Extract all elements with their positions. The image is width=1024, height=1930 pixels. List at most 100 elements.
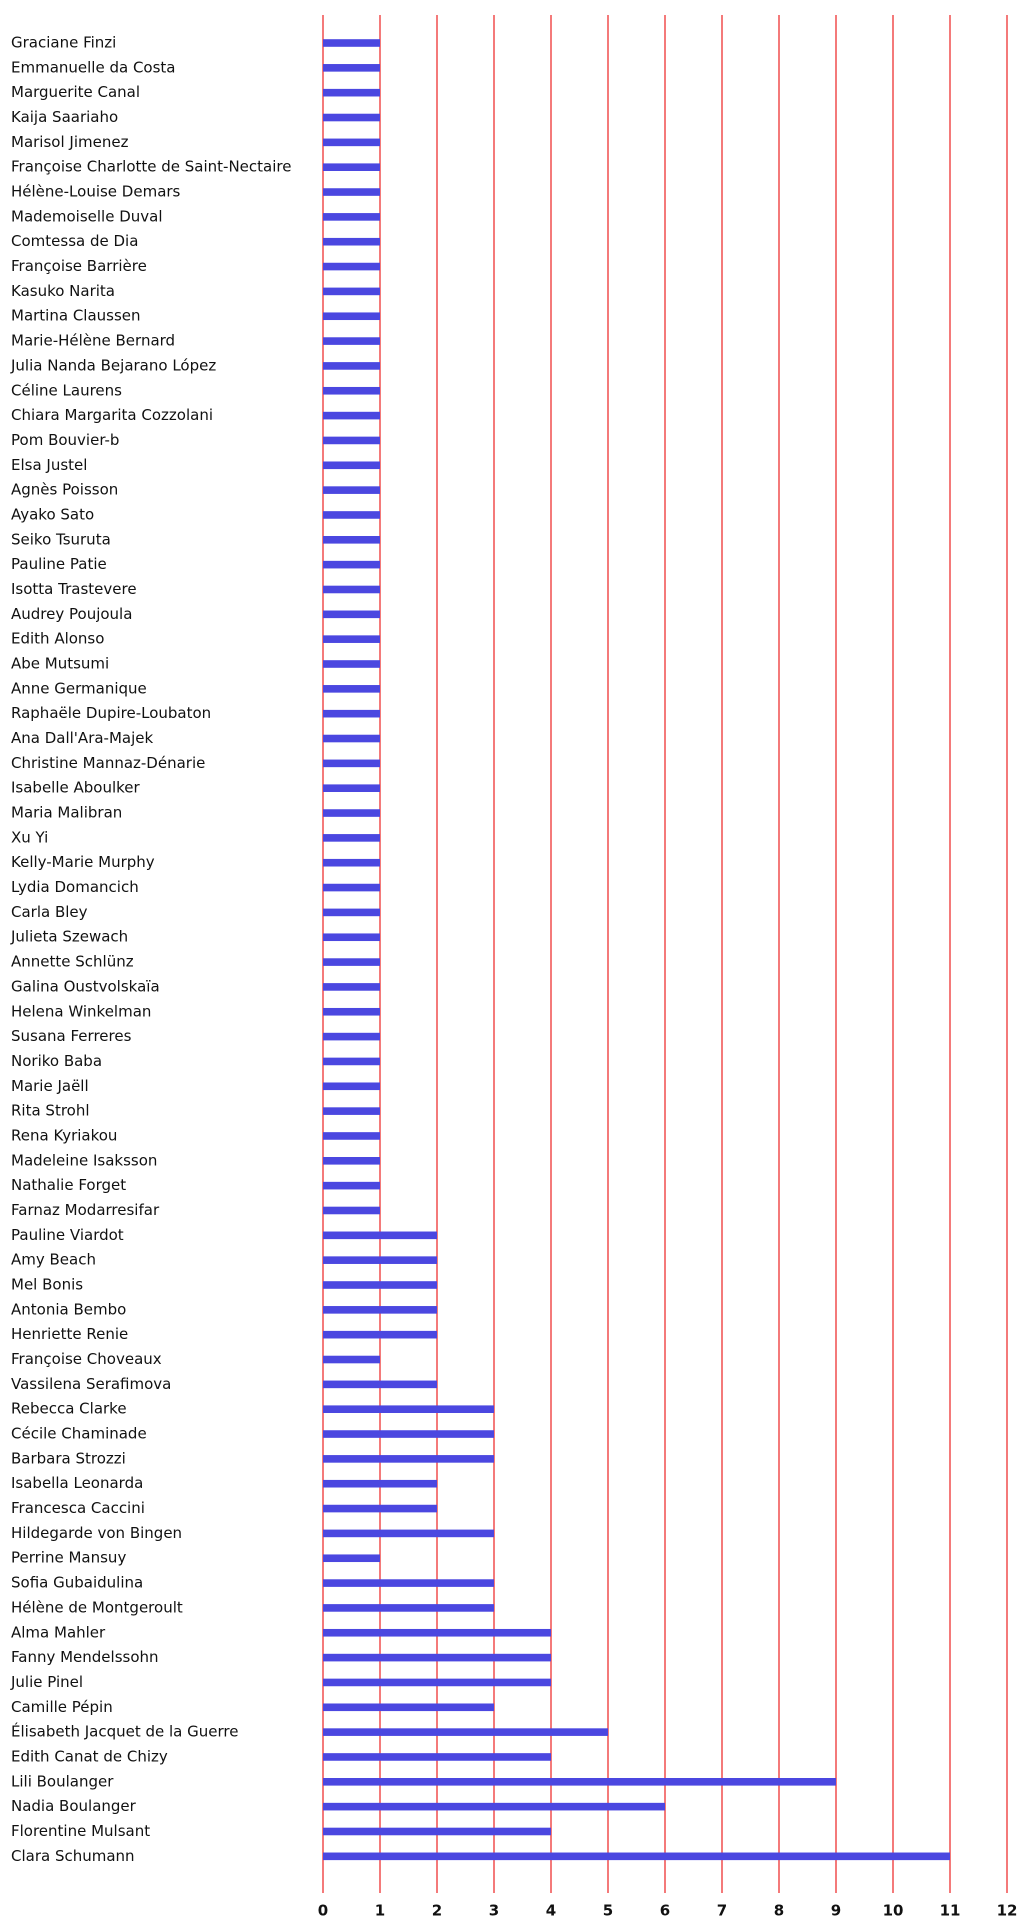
- bar: [323, 1579, 494, 1587]
- bar: [323, 1678, 551, 1687]
- category-label: Seiko Tsuruta: [11, 530, 111, 548]
- bar: [323, 709, 380, 718]
- category-label: Sofia Gubaidulina: [11, 1574, 143, 1592]
- bar: [323, 1206, 380, 1215]
- bar: [323, 163, 380, 171]
- bar: [323, 1057, 380, 1066]
- x-tick-label: 9: [831, 1902, 841, 1920]
- x-tick-label: 1: [375, 1902, 385, 1920]
- category-label: Kaija Saariaho: [11, 108, 118, 126]
- bar: [323, 610, 380, 619]
- bar: [323, 213, 380, 221]
- bar: [323, 436, 380, 445]
- category-label: Helena Winkelman: [11, 1002, 151, 1020]
- bar: [323, 759, 380, 768]
- category-label: Ayako Sato: [11, 505, 94, 523]
- x-tick-label: 10: [883, 1902, 904, 1920]
- category-label: Susana Ferreres: [11, 1027, 132, 1045]
- category-label: Hélène de Montgeroult: [11, 1598, 183, 1616]
- category-label: Marie-Hélène Bernard: [11, 332, 175, 350]
- category-label: Amy Beach: [11, 1251, 96, 1269]
- bar: [323, 1256, 437, 1264]
- category-label: Fanny Mendelssohn: [11, 1648, 159, 1666]
- category-label: Rena Kyriakou: [11, 1126, 117, 1144]
- category-label: Mel Bonis: [11, 1276, 83, 1294]
- bar: [323, 1380, 437, 1389]
- category-label: Kasuko Narita: [11, 282, 115, 300]
- category-label: Hélène-Louise Demars: [11, 183, 181, 201]
- bar: [323, 908, 380, 917]
- bar: [323, 1753, 551, 1761]
- bar: [323, 958, 380, 966]
- x-tick-label: 2: [432, 1902, 442, 1920]
- category-label: Camille Pépin: [11, 1698, 113, 1716]
- bar: [323, 1231, 437, 1240]
- bar: [323, 1355, 380, 1364]
- category-label: Kelly-Marie Murphy: [11, 853, 155, 871]
- category-label: Julieta Szewach: [10, 928, 128, 946]
- category-label: Annette Schlünz: [11, 953, 134, 971]
- category-label: Anne Germanique: [11, 679, 147, 697]
- category-label: Françoise Choveaux: [11, 1350, 162, 1368]
- category-label: Edith Alonso: [11, 630, 104, 648]
- x-tick-label: 4: [546, 1902, 556, 1920]
- bar: [323, 39, 380, 47]
- category-label: Nadia Boulanger: [11, 1797, 137, 1815]
- category-label: Emmanuelle da Costa: [11, 58, 176, 76]
- bar: [323, 337, 380, 345]
- category-label: Elsa Justel: [11, 456, 87, 474]
- category-label: Hildegarde von Bingen: [11, 1524, 182, 1542]
- category-label: Galina Oustvolskaïa: [11, 977, 160, 995]
- bar: [323, 461, 380, 470]
- category-label: Comtessa de Dia: [11, 232, 138, 250]
- x-tick-label: 0: [318, 1902, 328, 1920]
- bar: [323, 1852, 950, 1861]
- category-label: Lydia Domancich: [11, 878, 139, 896]
- bar: [323, 1405, 494, 1413]
- bar: [323, 1504, 437, 1513]
- bar: [323, 188, 380, 196]
- bar: [323, 1703, 494, 1712]
- bar: [323, 1157, 380, 1165]
- category-label: Julia Nanda Bejarano López: [10, 356, 216, 374]
- bar: [323, 1430, 494, 1438]
- bar: [323, 262, 380, 271]
- category-label: Isotta Trastevere: [11, 580, 137, 598]
- bar: [323, 1132, 380, 1140]
- category-label: Rebecca Clarke: [11, 1400, 127, 1418]
- bar: [323, 1554, 380, 1563]
- bar: [323, 1082, 380, 1091]
- bar: [323, 1281, 437, 1289]
- bar: [323, 237, 380, 246]
- category-label: Xu Yi: [11, 828, 48, 846]
- bar: [323, 138, 380, 147]
- x-tick-label: 12: [997, 1902, 1018, 1920]
- category-label: Vassilena Serafimova: [11, 1375, 171, 1393]
- bar: [323, 560, 380, 569]
- bar: [323, 1479, 437, 1488]
- bar: [323, 287, 380, 296]
- category-label: Christine Mannaz-Dénarie: [11, 754, 205, 772]
- bar: [323, 64, 380, 72]
- category-label: Abe Mutsumi: [11, 655, 109, 673]
- bar: [323, 1778, 836, 1786]
- bar: [323, 933, 380, 942]
- category-label: Martina Claussen: [11, 307, 141, 325]
- bar: [323, 784, 380, 792]
- category-label: Françoise Barrière: [11, 257, 147, 275]
- category-label: Françoise Charlotte de Saint-Nectaire: [11, 158, 291, 176]
- category-label: Élisabeth Jacquet de la Guerre: [11, 1722, 238, 1741]
- category-label: Raphaële Dupire-Loubaton: [11, 704, 211, 722]
- bar: [323, 1628, 551, 1637]
- bar: [323, 411, 380, 420]
- bar: [323, 1529, 494, 1538]
- x-tick-label: 7: [717, 1902, 727, 1920]
- bar: [323, 1827, 551, 1836]
- bar: [323, 1604, 494, 1612]
- bar: [323, 1653, 551, 1662]
- x-tick-label: 11: [940, 1902, 961, 1920]
- category-label: Maria Malibran: [11, 804, 122, 822]
- category-label: Alma Mahler: [11, 1623, 106, 1641]
- category-label: Isabelle Aboulker: [11, 779, 141, 797]
